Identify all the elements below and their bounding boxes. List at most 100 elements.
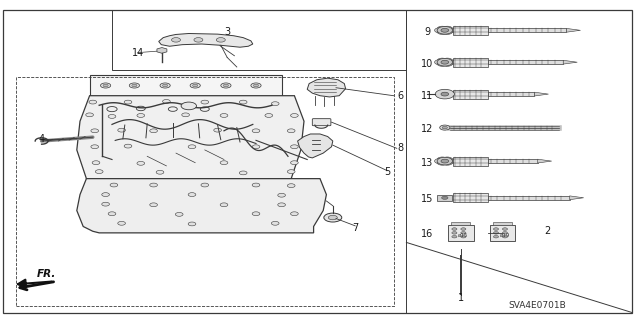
Polygon shape <box>566 28 580 32</box>
Circle shape <box>493 235 499 238</box>
Circle shape <box>452 228 457 230</box>
Text: 12: 12 <box>421 124 434 134</box>
Circle shape <box>252 183 260 187</box>
Polygon shape <box>159 33 253 47</box>
Polygon shape <box>298 134 333 158</box>
Circle shape <box>442 29 452 34</box>
Polygon shape <box>77 96 304 179</box>
Circle shape <box>437 160 447 165</box>
Circle shape <box>108 212 116 216</box>
Bar <box>448 225 474 241</box>
Circle shape <box>156 170 164 174</box>
Circle shape <box>437 26 447 31</box>
Circle shape <box>437 157 452 165</box>
Bar <box>453 90 488 99</box>
Circle shape <box>251 83 261 88</box>
Bar <box>453 58 488 67</box>
Circle shape <box>89 100 97 104</box>
Text: ø19: ø19 <box>500 232 510 237</box>
Text: 7: 7 <box>352 223 358 233</box>
Circle shape <box>452 235 457 238</box>
Circle shape <box>271 102 279 106</box>
Circle shape <box>291 114 298 117</box>
Circle shape <box>150 183 157 187</box>
Circle shape <box>201 100 209 104</box>
Circle shape <box>150 203 157 207</box>
Circle shape <box>442 126 447 129</box>
Polygon shape <box>157 48 167 53</box>
Circle shape <box>442 61 452 66</box>
Bar <box>453 193 488 202</box>
Circle shape <box>445 159 455 164</box>
Circle shape <box>442 58 452 63</box>
Circle shape <box>440 125 450 130</box>
Circle shape <box>442 196 448 199</box>
Circle shape <box>221 83 231 88</box>
Circle shape <box>278 203 285 207</box>
FancyBboxPatch shape <box>312 119 331 126</box>
Bar <box>493 222 512 225</box>
Circle shape <box>437 26 452 34</box>
Circle shape <box>239 171 247 175</box>
Circle shape <box>118 221 125 225</box>
Bar <box>490 225 515 241</box>
Text: 13: 13 <box>421 158 434 168</box>
Circle shape <box>223 84 228 87</box>
Circle shape <box>252 129 260 133</box>
Bar <box>488 60 563 64</box>
Circle shape <box>201 183 209 187</box>
Circle shape <box>291 212 298 216</box>
Polygon shape <box>77 179 326 233</box>
Circle shape <box>100 83 111 88</box>
Circle shape <box>435 159 445 164</box>
Circle shape <box>188 222 196 226</box>
Text: 1: 1 <box>458 293 464 303</box>
Bar <box>453 157 488 166</box>
Circle shape <box>253 84 259 87</box>
Circle shape <box>91 145 99 149</box>
Circle shape <box>188 145 196 149</box>
Text: SVA4E0701B: SVA4E0701B <box>509 301 566 310</box>
Text: 14: 14 <box>131 48 144 58</box>
Circle shape <box>435 89 454 99</box>
Circle shape <box>103 84 108 87</box>
Circle shape <box>95 170 103 174</box>
Polygon shape <box>570 196 584 200</box>
Circle shape <box>461 228 466 230</box>
Circle shape <box>442 157 452 162</box>
Bar <box>112 10 406 70</box>
Text: 4: 4 <box>38 134 45 144</box>
Circle shape <box>188 193 196 197</box>
Circle shape <box>132 84 137 87</box>
Circle shape <box>163 100 170 103</box>
Circle shape <box>108 115 116 118</box>
Circle shape <box>437 61 447 66</box>
Bar <box>488 159 538 163</box>
Circle shape <box>182 113 189 117</box>
Bar <box>16 77 394 306</box>
Circle shape <box>150 129 157 133</box>
Text: FR.: FR. <box>37 269 56 279</box>
Bar <box>453 26 488 35</box>
Circle shape <box>461 232 466 234</box>
Circle shape <box>160 83 170 88</box>
Circle shape <box>278 193 285 197</box>
Circle shape <box>461 235 466 238</box>
Circle shape <box>291 161 298 165</box>
Circle shape <box>328 215 337 220</box>
Circle shape <box>435 60 445 65</box>
Circle shape <box>287 170 295 174</box>
Circle shape <box>239 100 247 104</box>
Circle shape <box>163 84 168 87</box>
Polygon shape <box>538 159 552 163</box>
Polygon shape <box>90 75 282 96</box>
Circle shape <box>110 183 118 187</box>
Circle shape <box>172 38 180 42</box>
Circle shape <box>502 235 508 238</box>
Circle shape <box>175 212 183 216</box>
Circle shape <box>441 60 449 64</box>
Text: 8: 8 <box>397 143 403 153</box>
Circle shape <box>137 161 145 165</box>
Circle shape <box>437 157 447 162</box>
Text: 3: 3 <box>224 27 230 37</box>
